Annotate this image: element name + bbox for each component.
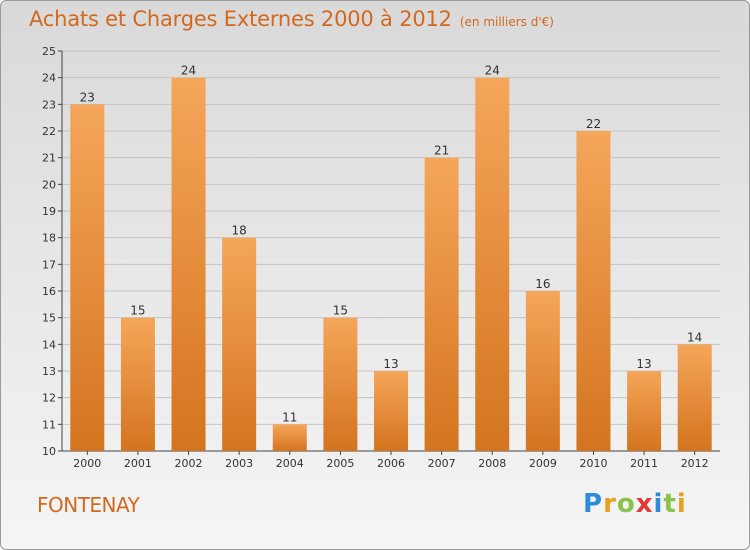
bar [627,371,662,451]
bar [70,104,105,451]
data-label: 15 [333,304,348,318]
bar [475,77,510,452]
y-tick-label: 18 [42,232,56,245]
y-tick-labels: 10 11 12 13 14 15 16 17 18 19 20 21 22 23 24 25 [42,45,56,458]
bar [120,317,155,451]
bar [525,291,560,451]
logo-letter: o [616,489,636,519]
x-tick-label: 2004 [276,457,304,470]
data-labels: 23 15 24 18 11 15 13 21 24 16 22 13 14 [80,64,703,425]
x-tick-label: 2003 [225,457,253,470]
title-row: Achats et Charges Externes 2000 à 2012 (e… [29,7,554,31]
data-label: 22 [586,117,601,131]
data-label: 24 [485,64,500,78]
y-tick-label: 19 [42,205,56,218]
x-tick-label: 2001 [124,457,152,470]
bar [677,344,712,451]
x-tick-label: 2008 [478,457,506,470]
logo-letter: t [663,489,677,519]
logo-letter: i [653,489,664,519]
bar [424,157,459,451]
bar [222,237,257,451]
data-label: 13 [383,357,398,371]
logo-letter: P [583,489,604,519]
x-tick-label: 2011 [630,457,658,470]
y-tick-label: 23 [42,98,56,111]
data-label: 18 [232,224,247,238]
y-tick-label: 10 [42,445,56,458]
y-tick-label: 20 [42,178,56,191]
logo-letter: r [603,489,617,519]
x-tick-label: 2012 [681,457,709,470]
y-tick-label: 14 [42,338,56,351]
x-tick-label: 2005 [326,457,354,470]
x-tick-label: 2000 [73,457,101,470]
data-label: 15 [130,304,145,318]
bar [374,371,408,451]
y-tick-label: 22 [42,125,56,138]
x-tick-labels: 2000 2001 2002 2003 2004 2005 2006 2007 2008 2009… [73,457,708,470]
proxiti-logo[interactable]: Proxiti [583,489,687,519]
x-tick-label: 2006 [377,457,405,470]
data-label: 16 [535,277,550,291]
data-label: 13 [636,357,651,371]
bars [70,77,712,452]
x-tick-label: 2009 [529,457,557,470]
data-label: 11 [282,410,297,424]
y-tick-label: 17 [42,258,56,271]
data-label: 21 [434,144,449,158]
y-tick-label: 13 [42,365,56,378]
location-name: FONTENAY [37,493,140,517]
logo-letter: x [635,489,654,519]
y-tick-label: 25 [42,45,56,58]
data-label: 14 [687,330,702,344]
x-tick-label: 2007 [428,457,456,470]
y-tick-label: 16 [42,285,56,298]
logo-letter: i [676,489,687,519]
y-tick-label: 12 [42,392,56,405]
chart-subtitle: (en milliers d'€) [459,15,554,29]
bar [171,77,206,452]
bar [323,317,358,451]
chart-title: Achats et Charges Externes 2000 à 2012 [29,7,452,31]
bar [576,131,611,451]
x-tick-label: 2010 [579,457,607,470]
bar [272,424,307,451]
data-label: 24 [181,64,196,78]
y-tick-label: 24 [42,72,56,85]
y-tick-label: 11 [42,418,56,431]
data-label: 23 [80,90,95,104]
y-tick-label: 21 [42,152,56,165]
x-tick-label: 2002 [175,457,203,470]
y-tick-label: 15 [42,312,56,325]
